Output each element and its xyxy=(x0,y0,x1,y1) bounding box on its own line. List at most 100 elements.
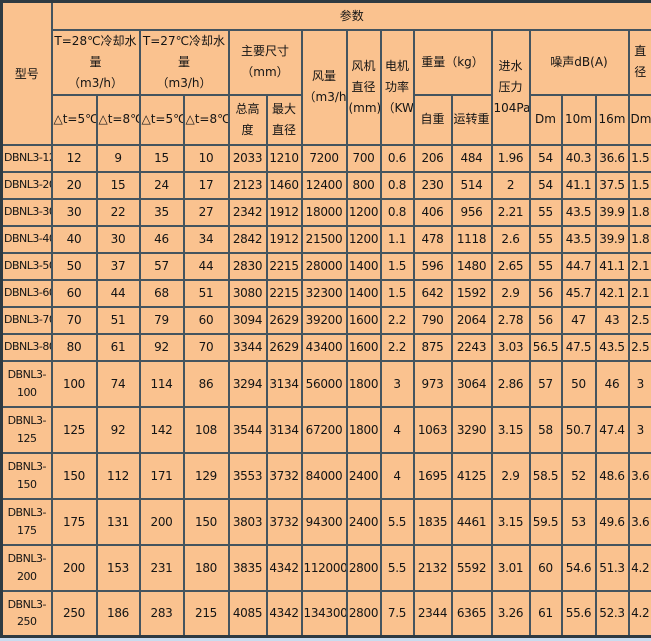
value-cell: 47.4 xyxy=(594,405,630,454)
value-cell: 44 xyxy=(95,278,141,308)
value-cell: 790 xyxy=(412,305,453,335)
value-cell: 50 xyxy=(50,251,98,281)
value-cell: 46 xyxy=(138,224,185,254)
value-cell: 86 xyxy=(182,359,230,408)
value-cell: 56.5 xyxy=(528,332,563,362)
value-cell: 171 xyxy=(138,451,185,500)
value-cell: 2.5 xyxy=(627,305,651,335)
value-cell: 2.9 xyxy=(490,278,531,308)
value-cell: 2215 xyxy=(265,251,303,281)
value-cell: 40.3 xyxy=(560,143,597,173)
value-cell: 12 xyxy=(50,143,98,173)
header-total-height: 总高度 xyxy=(227,93,268,146)
value-cell: 28000 xyxy=(300,251,348,281)
value-cell: 60 xyxy=(182,305,230,335)
value-cell: 52 xyxy=(560,451,597,500)
header-self-weight: 自重 xyxy=(412,93,453,146)
value-cell: 3134 xyxy=(265,405,303,454)
header-model: 型号 xyxy=(0,0,53,146)
value-cell: 4 xyxy=(379,405,415,454)
value-cell: 43400 xyxy=(300,332,348,362)
value-cell: 51 xyxy=(182,278,230,308)
value-cell: 15 xyxy=(138,143,185,173)
value-cell: 92 xyxy=(138,332,185,362)
value-cell: 231 xyxy=(138,543,185,592)
header-t27-dt8: △t=8℃ xyxy=(182,93,230,146)
value-cell: 2842 xyxy=(227,224,268,254)
header-t27-dt5: △t=5℃ xyxy=(138,93,185,146)
value-cell: 3553 xyxy=(227,451,268,500)
value-cell: 3.15 xyxy=(490,497,531,546)
value-cell: 1835 xyxy=(412,497,453,546)
header-inlet-pressure: 进水 压力 104Pa xyxy=(490,28,531,146)
header-param-title: 参数 xyxy=(50,0,651,31)
value-cell: 56 xyxy=(528,278,563,308)
value-cell: 94300 xyxy=(300,497,348,546)
value-cell: 58.5 xyxy=(528,451,563,500)
table-row: DBNL3-30 30 22 35 27 2342 1912 18000 1200 0.8 406 9… xyxy=(0,197,651,227)
model-cell: DBNL3-12 xyxy=(0,143,53,173)
value-cell: 1200 xyxy=(345,224,382,254)
value-cell: 2 xyxy=(490,170,531,200)
value-cell: 200 xyxy=(50,543,98,592)
value-cell: 800 xyxy=(345,170,382,200)
value-cell: 30 xyxy=(95,224,141,254)
value-cell: 50 xyxy=(560,359,597,408)
value-cell: 74 xyxy=(95,359,141,408)
value-cell: 44 xyxy=(182,251,230,281)
value-cell: 2800 xyxy=(345,589,382,638)
value-cell: 5592 xyxy=(450,543,493,592)
value-cell: 4085 xyxy=(227,589,268,638)
value-cell: 5.5 xyxy=(379,543,415,592)
value-cell: 43.5 xyxy=(560,197,597,227)
value-cell: 1063 xyxy=(412,405,453,454)
value-cell: 3544 xyxy=(227,405,268,454)
value-cell: 55 xyxy=(528,224,563,254)
value-cell: 1.5 xyxy=(379,251,415,281)
value-cell: 2.6 xyxy=(490,224,531,254)
value-cell: 2215 xyxy=(265,278,303,308)
value-cell: 37 xyxy=(95,251,141,281)
value-cell: 54 xyxy=(528,170,563,200)
value-cell: 12400 xyxy=(300,170,348,200)
value-cell: 1400 xyxy=(345,278,382,308)
value-cell: 35 xyxy=(138,197,185,227)
value-cell: 46 xyxy=(594,359,630,408)
header-fan-diameter: 风机 直径 (mm) xyxy=(345,28,382,146)
value-cell: 1460 xyxy=(265,170,303,200)
value-cell: 3094 xyxy=(227,305,268,335)
value-cell: 30 xyxy=(50,197,98,227)
table-row: DBNL3-80 80 61 92 70 3344 2629 43400 1600 2.2 875 2… xyxy=(0,332,651,362)
value-cell: 2400 xyxy=(345,451,382,500)
value-cell: 2800 xyxy=(345,543,382,592)
value-cell: 642 xyxy=(412,278,453,308)
model-cell: DBNL3-30 xyxy=(0,197,53,227)
value-cell: 283 xyxy=(138,589,185,638)
value-cell: 1600 xyxy=(345,332,382,362)
value-cell: 1912 xyxy=(265,197,303,227)
value-cell: 1.1 xyxy=(379,224,415,254)
header-dimensions-group: 主要尺寸 （mm） xyxy=(227,28,303,96)
value-cell: 112 xyxy=(95,451,141,500)
value-cell: 186 xyxy=(95,589,141,638)
value-cell: 3803 xyxy=(227,497,268,546)
value-cell: 1210 xyxy=(265,143,303,173)
value-cell: 2342 xyxy=(227,197,268,227)
value-cell: 3.6 xyxy=(627,497,651,546)
value-cell: 57 xyxy=(138,251,185,281)
value-cell: 1695 xyxy=(412,451,453,500)
value-cell: 4342 xyxy=(265,543,303,592)
model-cell: DBNL3- 250 xyxy=(0,589,53,638)
value-cell: 0.8 xyxy=(379,170,415,200)
value-cell: 54 xyxy=(528,143,563,173)
value-cell: 4.2 xyxy=(627,589,651,638)
value-cell: 1.96 xyxy=(490,143,531,173)
value-cell: 80 xyxy=(50,332,98,362)
value-cell: 1200 xyxy=(345,197,382,227)
value-cell: 1.5 xyxy=(379,278,415,308)
value-cell: 2.65 xyxy=(490,251,531,281)
value-cell: 129 xyxy=(182,451,230,500)
value-cell: 9 xyxy=(95,143,141,173)
value-cell: 47 xyxy=(560,305,597,335)
